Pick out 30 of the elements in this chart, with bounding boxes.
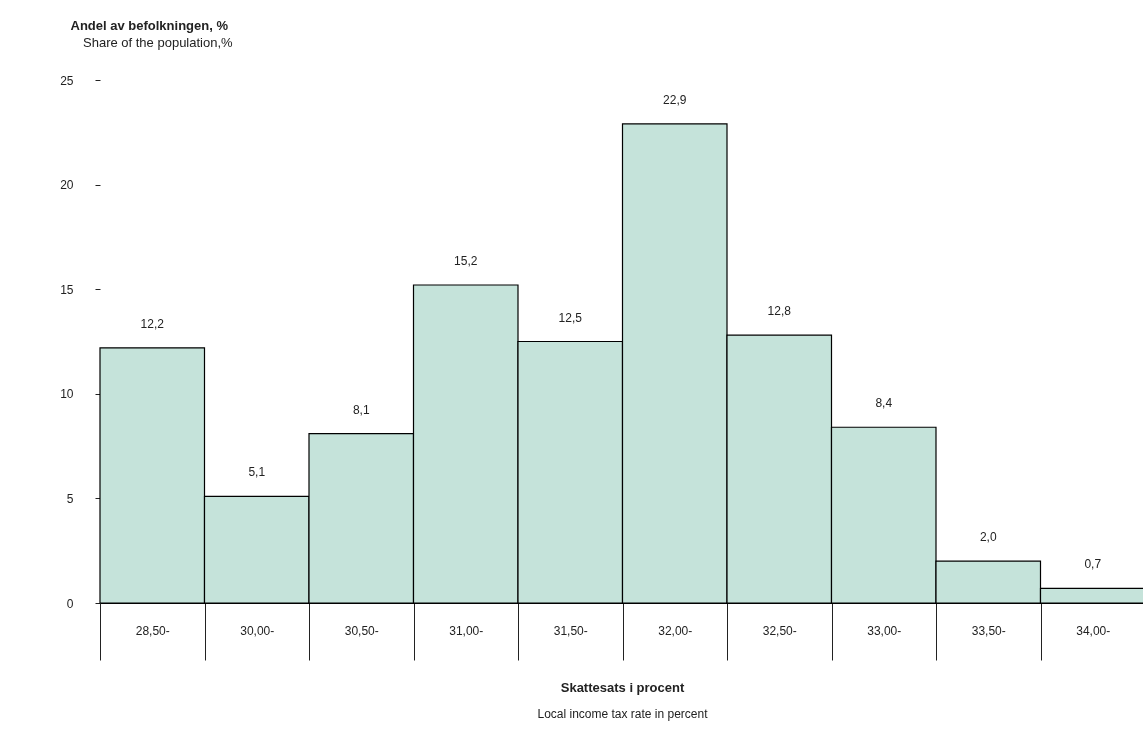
y-tick-label: 5 <box>66 491 74 506</box>
data-label: 8,4 <box>875 396 893 411</box>
x-tick-label: 34,00- <box>1076 623 1111 638</box>
data-label: 22,9 <box>663 92 687 107</box>
text: Share of the population,% <box>83 35 234 50</box>
x-tick-label: 32,00- <box>658 623 693 638</box>
data-label: 8,1 <box>352 402 370 417</box>
y-tick-label: 15 <box>60 282 74 297</box>
x-tick-label: 30,50- <box>344 623 379 638</box>
y-axis-title: Andel av befolkningen, % <box>70 17 229 33</box>
data-label: 12,8 <box>767 304 792 319</box>
y-tick-label: 20 <box>60 178 74 193</box>
data-label: 0,7 <box>1084 557 1102 572</box>
x-tick-label: 30,00- <box>240 623 275 638</box>
y-tick-label: 0 <box>66 596 74 611</box>
data-label: 12,2 <box>140 316 165 331</box>
x-tick-label: 33,50- <box>971 623 1006 638</box>
x-tick-label: 31,00- <box>449 623 484 638</box>
data-label: 15,2 <box>454 254 478 269</box>
x-tick-label: 31,50- <box>553 623 588 638</box>
data-label: 2,0 <box>979 530 997 545</box>
data-label: 5,1 <box>248 465 266 480</box>
x-tick-label: 33,00- <box>867 623 902 638</box>
y-tick-label: 25 <box>60 73 74 88</box>
x-tick-label: 32,50- <box>762 623 797 638</box>
text: Local income tax rate in percent <box>537 707 709 721</box>
data-label: 12,5 <box>558 310 583 325</box>
x-tick-label: 28,50- <box>135 623 170 638</box>
y-tick-label: 10 <box>60 387 74 402</box>
text: Skattesats i procent <box>560 680 685 695</box>
